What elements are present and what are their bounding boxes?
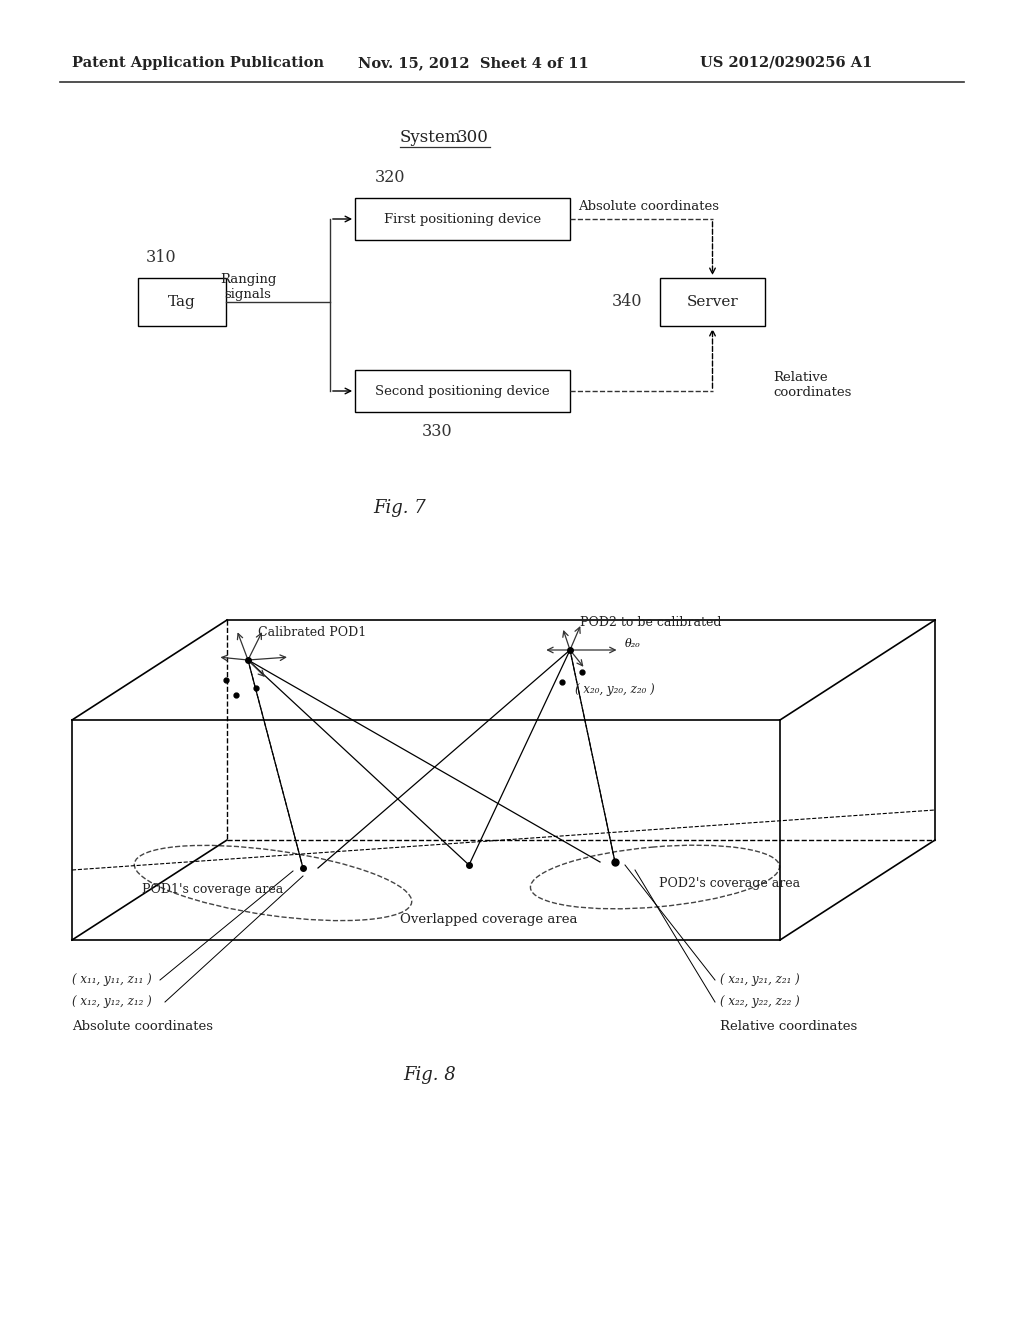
Text: POD2's coverage area: POD2's coverage area bbox=[659, 878, 801, 891]
Text: Second positioning device: Second positioning device bbox=[375, 384, 550, 397]
Text: System: System bbox=[400, 129, 462, 147]
Text: Patent Application Publication: Patent Application Publication bbox=[72, 55, 324, 70]
Text: Calibrated POD1: Calibrated POD1 bbox=[258, 626, 367, 639]
Bar bbox=[138, 279, 226, 326]
Text: Relative coordinates: Relative coordinates bbox=[720, 1019, 857, 1032]
Text: Fig. 7: Fig. 7 bbox=[374, 499, 426, 517]
Text: Server: Server bbox=[687, 294, 738, 309]
Text: POD1's coverage area: POD1's coverage area bbox=[142, 883, 284, 896]
Text: ( x₁₁, y₁₁, z₁₁ ): ( x₁₁, y₁₁, z₁₁ ) bbox=[72, 974, 152, 986]
Text: 300: 300 bbox=[457, 129, 488, 147]
Text: First positioning device: First positioning device bbox=[384, 213, 541, 226]
Bar bbox=[355, 198, 570, 240]
Text: ( x₂₁, y₂₁, z₂₁ ): ( x₂₁, y₂₁, z₂₁ ) bbox=[720, 974, 800, 986]
Text: Overlapped coverage area: Overlapped coverage area bbox=[400, 913, 578, 927]
Text: Ranging
signals: Ranging signals bbox=[220, 273, 276, 301]
Text: Relative
coordinates: Relative coordinates bbox=[773, 371, 851, 399]
Text: US 2012/0290256 A1: US 2012/0290256 A1 bbox=[700, 55, 872, 70]
Text: POD2 to be calibrated: POD2 to be calibrated bbox=[580, 615, 722, 628]
Text: 310: 310 bbox=[146, 249, 176, 267]
Bar bbox=[660, 279, 765, 326]
Text: Absolute coordinates: Absolute coordinates bbox=[578, 199, 719, 213]
Text: Absolute coordinates: Absolute coordinates bbox=[72, 1019, 213, 1032]
Text: 320: 320 bbox=[375, 169, 406, 186]
Text: Fig. 8: Fig. 8 bbox=[403, 1067, 457, 1084]
Text: θ₂₀: θ₂₀ bbox=[625, 639, 640, 649]
Bar bbox=[355, 370, 570, 412]
Text: ( x₂₀, y₂₀, z₂₀ ): ( x₂₀, y₂₀, z₂₀ ) bbox=[575, 684, 654, 697]
Text: Nov. 15, 2012  Sheet 4 of 11: Nov. 15, 2012 Sheet 4 of 11 bbox=[358, 55, 589, 70]
Text: 340: 340 bbox=[611, 293, 642, 310]
Text: 330: 330 bbox=[422, 424, 453, 441]
Text: ( x₂₂, y₂₂, z₂₂ ): ( x₂₂, y₂₂, z₂₂ ) bbox=[720, 995, 800, 1008]
Text: Tag: Tag bbox=[168, 294, 196, 309]
Text: ( x₁₂, y₁₂, z₁₂ ): ( x₁₂, y₁₂, z₁₂ ) bbox=[72, 995, 152, 1008]
